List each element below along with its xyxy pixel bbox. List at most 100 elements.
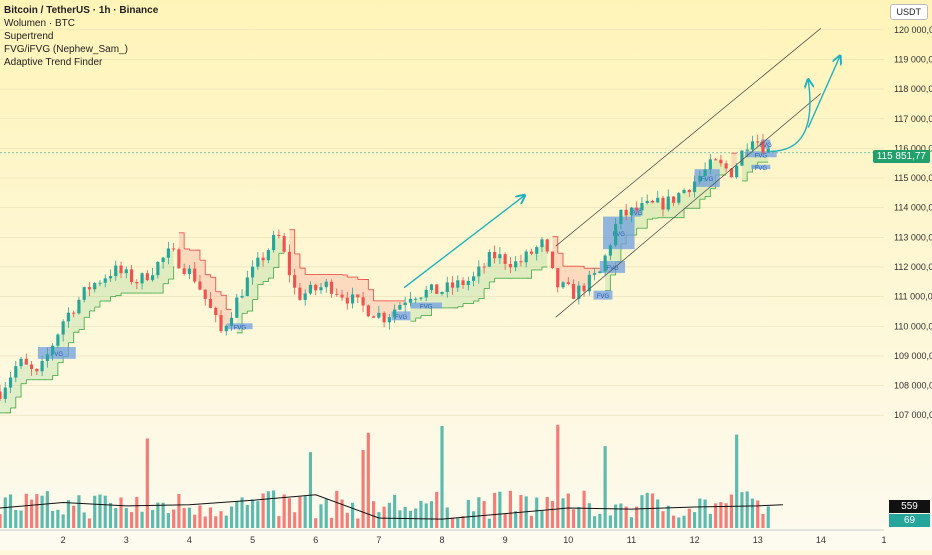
candle-body: [240, 296, 243, 298]
volume-bar: [219, 511, 222, 528]
volume-bar: [677, 517, 680, 528]
y-tick-label: 110 000,00: [894, 321, 932, 331]
candle-body: [0, 391, 2, 398]
candle-body: [19, 359, 22, 366]
candle-body: [514, 261, 517, 267]
candle-body: [651, 201, 654, 203]
volume-bar: [682, 516, 685, 528]
y-tick-label: 120 000,00: [894, 25, 932, 35]
volume-bar: [725, 503, 728, 528]
legend-item-trend-finder[interactable]: Adaptive Trend Finder: [4, 56, 158, 69]
candle-body: [93, 283, 96, 289]
candle-body: [704, 169, 707, 175]
volume-bar: [572, 509, 575, 528]
fvg-label: FVG: [395, 315, 408, 321]
volume-bar: [293, 512, 296, 528]
volume-bar: [51, 511, 54, 528]
candle-body: [383, 313, 386, 322]
candle-body: [246, 277, 249, 296]
volume-bar: [93, 496, 96, 528]
candle-body: [288, 252, 291, 275]
candle-body: [698, 176, 701, 182]
volume-bar: [230, 507, 233, 528]
candle-body: [540, 239, 543, 247]
volume-bar: [604, 446, 607, 528]
volume-bar: [235, 502, 238, 528]
candle-body: [630, 208, 633, 216]
volume-bar: [598, 514, 601, 528]
candle-body: [398, 305, 401, 310]
fvg-label: FVG: [755, 153, 768, 159]
volume-badge-small: 69: [889, 514, 930, 527]
candle-body: [430, 284, 433, 290]
candle-body: [472, 276, 475, 281]
volume-bar: [67, 500, 70, 528]
volume-bar: [372, 501, 375, 528]
candle-body: [309, 285, 312, 294]
volume-bar: [272, 490, 275, 528]
volume-bar: [514, 511, 517, 528]
volume-bar: [30, 500, 33, 528]
x-tick-label: 5: [250, 535, 255, 545]
candle-body: [172, 248, 175, 249]
volume-bar: [661, 511, 664, 528]
candle-body: [567, 282, 570, 284]
volume-bar: [540, 511, 543, 528]
candle-body: [725, 163, 728, 168]
volume-bar: [114, 508, 117, 528]
legend-item-supertrend[interactable]: Supertrend: [4, 30, 158, 43]
volume-bar: [83, 512, 86, 528]
candle-body: [404, 303, 407, 305]
volume-bar: [735, 435, 738, 528]
volume-bar: [188, 508, 191, 528]
volume-bar: [556, 425, 559, 528]
supertrend-fill: [563, 266, 568, 285]
volume-bar: [183, 508, 186, 528]
currency-button[interactable]: USDT: [890, 4, 929, 20]
volume-bar: [614, 504, 617, 528]
y-tick-label: 113 000,00: [894, 232, 932, 242]
candle-body: [25, 359, 28, 365]
volume-bar: [472, 511, 475, 528]
volume-bar: [751, 499, 754, 528]
legend-title[interactable]: Bitcoin / TetherUS · 1h · Binance: [4, 4, 158, 17]
volume-badge: 559: [889, 500, 930, 513]
candle-body: [714, 159, 717, 160]
candle-body: [346, 298, 349, 304]
volume-bar: [88, 518, 91, 528]
candle-body: [467, 281, 470, 285]
candle-body: [319, 287, 322, 290]
candle-body: [446, 282, 449, 292]
volume-bar: [588, 503, 591, 528]
volume-bar: [404, 507, 407, 528]
x-tick-label: 7: [376, 535, 381, 545]
candle-body: [198, 282, 201, 290]
volume-bar: [519, 495, 522, 528]
volume-bar: [393, 495, 396, 528]
candle-body: [109, 276, 112, 278]
candle-body: [498, 254, 501, 258]
candle-body: [535, 247, 538, 254]
candle-body: [56, 335, 59, 346]
legend-item-volume[interactable]: Wolumen · BTC: [4, 17, 158, 30]
volume-bar: [409, 511, 412, 528]
candle-body: [67, 313, 70, 322]
candle-body: [225, 326, 228, 331]
volume-bar: [709, 514, 712, 528]
candle-body: [119, 266, 122, 274]
legend-item-fvg[interactable]: FVG/iFVG (Nephew_Sam_): [4, 43, 158, 56]
volume-bar: [535, 498, 538, 528]
candle-body: [83, 287, 86, 300]
volume-bar: [146, 438, 149, 528]
candle-body: [477, 267, 480, 277]
volume-bar: [151, 510, 154, 528]
volume-bar: [609, 515, 612, 528]
candle-body: [504, 254, 507, 264]
volume-bar: [561, 498, 564, 528]
candle-body: [262, 258, 265, 261]
candle-body: [546, 239, 549, 251]
x-tick-label: 3: [124, 535, 129, 545]
candle-body: [688, 190, 691, 192]
